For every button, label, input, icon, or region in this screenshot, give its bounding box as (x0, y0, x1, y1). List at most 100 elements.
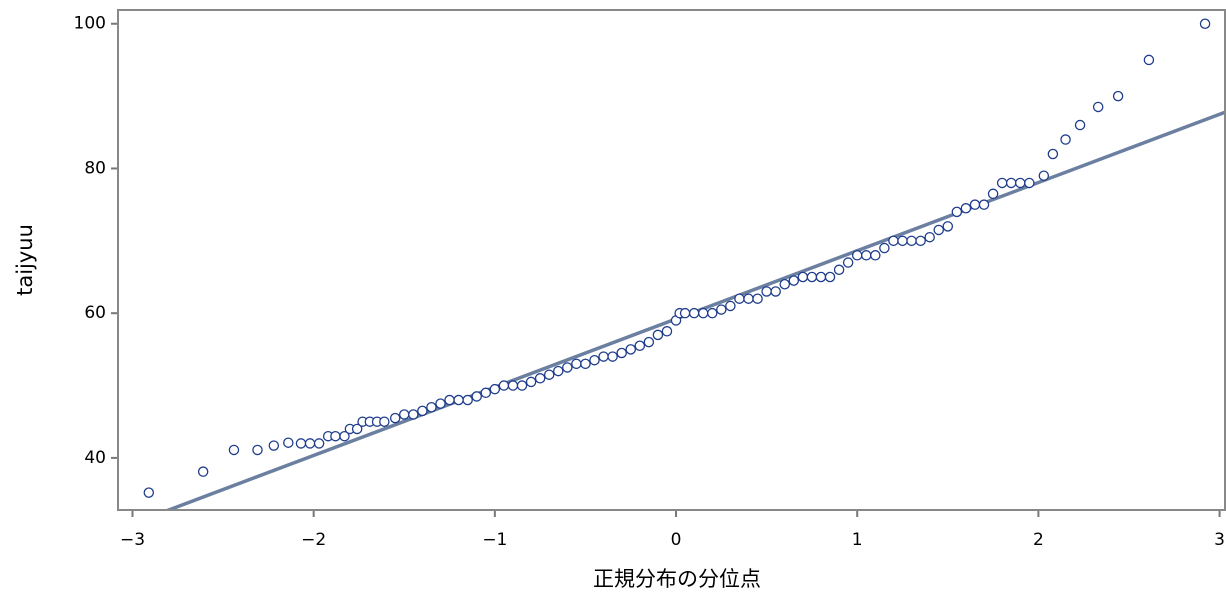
x-tick-label: −3 (120, 530, 145, 550)
point (824, 271, 836, 283)
point (870, 250, 881, 261)
point (580, 358, 591, 370)
point (996, 177, 1008, 189)
point (906, 235, 917, 247)
point (1092, 101, 1104, 113)
point (516, 380, 528, 391)
point (815, 271, 827, 283)
point (978, 199, 990, 210)
point (534, 373, 546, 384)
point (444, 394, 455, 406)
point (679, 307, 691, 319)
point (1143, 54, 1155, 66)
point (543, 369, 555, 380)
x-tick-label: 3 (1214, 530, 1225, 550)
point (489, 383, 501, 395)
point (426, 402, 437, 413)
point (435, 398, 446, 409)
point (1112, 90, 1124, 102)
point (1047, 148, 1059, 160)
point (806, 271, 818, 283)
point (643, 336, 655, 348)
point (553, 365, 564, 377)
point (295, 438, 307, 449)
point (1074, 119, 1086, 131)
y-tick-label: 100 (74, 14, 106, 34)
point (752, 293, 763, 304)
x-axis-title: 正規分布の分位点 (593, 567, 761, 591)
y-tick-label: 80 (84, 158, 106, 178)
point (268, 440, 280, 451)
plot-frame (117, 9, 1226, 511)
point (652, 329, 664, 341)
point (417, 405, 428, 417)
point (1199, 18, 1211, 29)
point (589, 354, 600, 366)
y-tick-label: 60 (84, 303, 106, 323)
point (924, 231, 935, 243)
point (330, 430, 341, 442)
point (697, 307, 709, 319)
point (571, 358, 582, 370)
y-tick-label: 40 (84, 448, 106, 468)
point (525, 376, 537, 388)
point (634, 340, 646, 351)
point (1038, 170, 1050, 181)
point (788, 275, 800, 286)
y-axis-title: taijyuu (13, 224, 37, 296)
point (897, 235, 908, 247)
point (797, 271, 809, 283)
point (951, 206, 963, 218)
point (770, 286, 781, 297)
point (725, 300, 736, 312)
point (969, 199, 981, 210)
x-tick-label: −1 (482, 530, 507, 550)
point (480, 387, 492, 399)
point (933, 224, 944, 236)
point (779, 278, 790, 290)
point (743, 293, 754, 304)
point (379, 416, 390, 427)
point (661, 326, 673, 337)
point (960, 203, 972, 214)
point (1060, 134, 1071, 145)
point (598, 351, 609, 362)
x-tick-label: 1 (852, 530, 863, 550)
point (879, 242, 890, 254)
point (942, 221, 954, 232)
point (1024, 177, 1035, 189)
point (313, 438, 325, 449)
point (842, 257, 854, 268)
point (507, 380, 519, 391)
x-tick-label: 2 (1033, 530, 1044, 550)
point (1005, 177, 1017, 189)
point (716, 304, 727, 315)
point (562, 362, 573, 373)
point (143, 487, 155, 498)
point (851, 250, 863, 261)
point (707, 307, 718, 319)
point (861, 250, 872, 261)
point (399, 409, 410, 420)
x-tick-label: 0 (671, 530, 682, 550)
point (915, 235, 926, 247)
point (389, 412, 401, 424)
point (688, 307, 700, 319)
point (761, 286, 772, 297)
point (228, 444, 240, 456)
point (252, 444, 263, 456)
point (453, 394, 464, 406)
point (888, 235, 899, 247)
point (471, 391, 482, 402)
point (625, 344, 636, 355)
point (734, 293, 745, 304)
point (833, 264, 845, 276)
point (498, 380, 510, 391)
point (1015, 177, 1026, 189)
point (304, 438, 316, 449)
point (351, 423, 363, 435)
point (283, 437, 294, 448)
point (987, 188, 999, 200)
